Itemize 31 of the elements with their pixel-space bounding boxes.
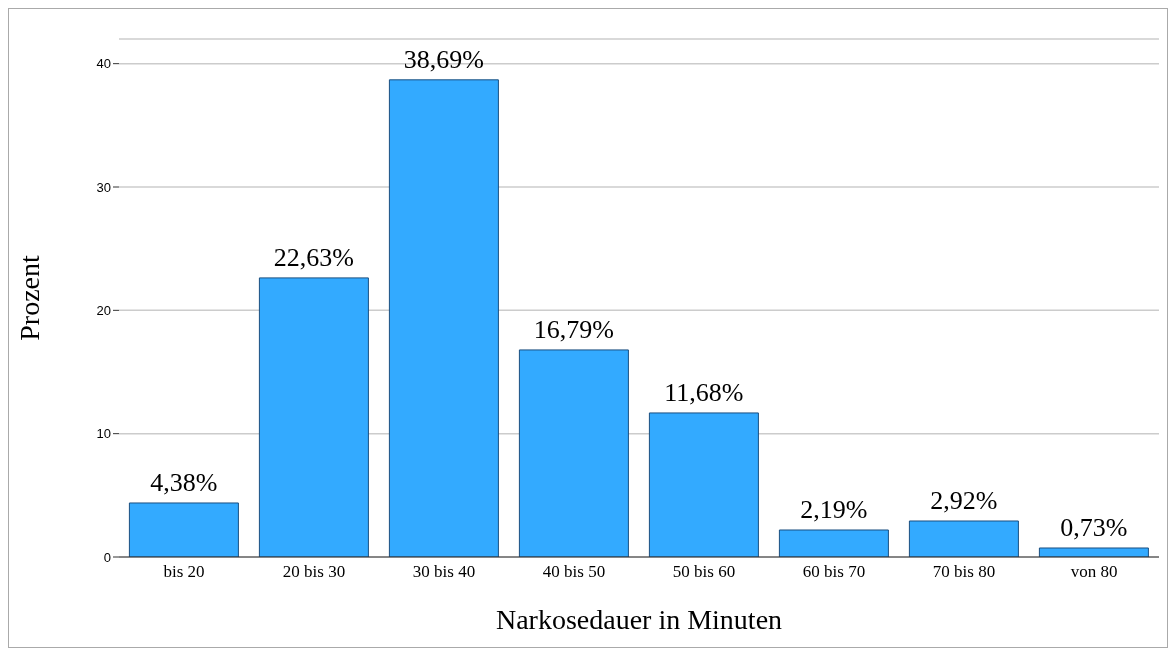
- bar: [1038, 547, 1149, 557]
- x-tick-label: 50 bis 60: [672, 562, 736, 582]
- bar: [128, 502, 239, 557]
- bar: [258, 277, 369, 557]
- bar: [908, 520, 1019, 557]
- data-label: 0,73%: [1060, 513, 1128, 542]
- bar: [388, 79, 499, 557]
- data-label: 2,19%: [800, 494, 868, 524]
- y-tick-label: 20: [96, 302, 111, 318]
- x-tick-label: 20 bis 30: [282, 562, 346, 582]
- x-axis-title: Narkosedauer in Minuten: [495, 604, 783, 635]
- x-tick-label: 60 bis 70: [802, 562, 866, 582]
- bar: [778, 529, 889, 557]
- data-label: 16,79%: [533, 314, 614, 344]
- x-tick-label: 70 bis 80: [932, 562, 996, 582]
- x-tick-label: bis 20: [163, 562, 205, 582]
- y-tick-label: 10: [96, 426, 111, 442]
- data-label: 11,68%: [664, 377, 744, 407]
- data-label: 22,63%: [273, 242, 354, 272]
- data-label: 38,69%: [403, 44, 484, 74]
- data-label: 4,38%: [150, 467, 218, 497]
- y-tick-label: 40: [96, 56, 111, 72]
- y-tick-label: 30: [96, 179, 111, 195]
- x-tick-label: von 80: [1070, 562, 1118, 582]
- x-tick-label: 40 bis 50: [542, 562, 606, 582]
- data-label: 2,92%: [930, 485, 998, 515]
- bar: [518, 349, 629, 557]
- x-tick-label: 30 bis 40: [412, 562, 476, 582]
- y-tick-label: 0: [103, 549, 111, 565]
- bar: [648, 412, 759, 557]
- y-axis-title: Prozent: [13, 255, 45, 341]
